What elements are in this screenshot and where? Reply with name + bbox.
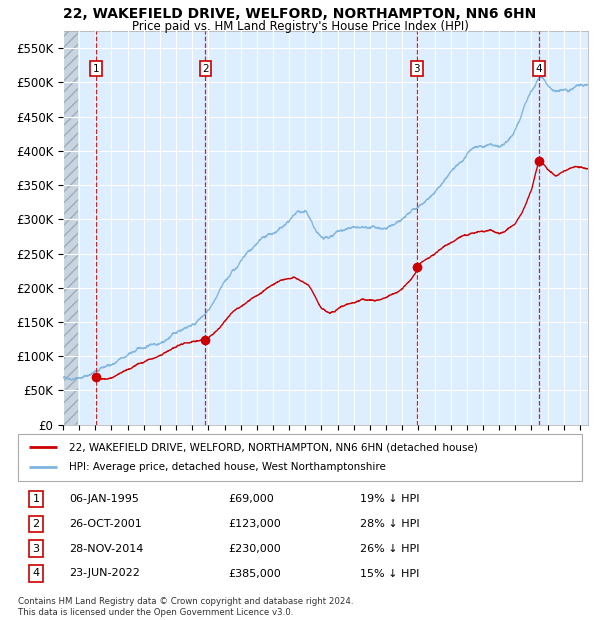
Text: £123,000: £123,000 <box>228 519 281 529</box>
Text: 22, WAKEFIELD DRIVE, WELFORD, NORTHAMPTON, NN6 6HN: 22, WAKEFIELD DRIVE, WELFORD, NORTHAMPTO… <box>64 7 536 22</box>
Bar <box>63 31 77 425</box>
Text: 2: 2 <box>32 519 40 529</box>
Text: 1: 1 <box>32 494 40 504</box>
Text: 3: 3 <box>32 544 40 554</box>
Bar <box>63 31 77 425</box>
Text: 1: 1 <box>92 64 99 74</box>
Text: 23-JUN-2022: 23-JUN-2022 <box>69 569 140 578</box>
Text: Contains HM Land Registry data © Crown copyright and database right 2024.
This d: Contains HM Land Registry data © Crown c… <box>18 598 353 617</box>
Text: 28-NOV-2014: 28-NOV-2014 <box>69 544 143 554</box>
Text: Price paid vs. HM Land Registry's House Price Index (HPI): Price paid vs. HM Land Registry's House … <box>131 20 469 33</box>
Text: 3: 3 <box>413 64 420 74</box>
Text: 4: 4 <box>536 64 542 74</box>
Text: 19% ↓ HPI: 19% ↓ HPI <box>360 494 419 504</box>
Text: 15% ↓ HPI: 15% ↓ HPI <box>360 569 419 578</box>
Text: 22, WAKEFIELD DRIVE, WELFORD, NORTHAMPTON, NN6 6HN (detached house): 22, WAKEFIELD DRIVE, WELFORD, NORTHAMPTO… <box>69 442 478 452</box>
Text: 4: 4 <box>32 569 40 578</box>
Text: £385,000: £385,000 <box>228 569 281 578</box>
Text: £69,000: £69,000 <box>228 494 274 504</box>
Text: 2: 2 <box>202 64 209 74</box>
FancyBboxPatch shape <box>18 434 582 481</box>
Text: HPI: Average price, detached house, West Northamptonshire: HPI: Average price, detached house, West… <box>69 463 386 472</box>
Text: 26% ↓ HPI: 26% ↓ HPI <box>360 544 419 554</box>
Text: 06-JAN-1995: 06-JAN-1995 <box>69 494 139 504</box>
Text: 28% ↓ HPI: 28% ↓ HPI <box>360 519 419 529</box>
Text: 26-OCT-2001: 26-OCT-2001 <box>69 519 142 529</box>
Text: £230,000: £230,000 <box>228 544 281 554</box>
